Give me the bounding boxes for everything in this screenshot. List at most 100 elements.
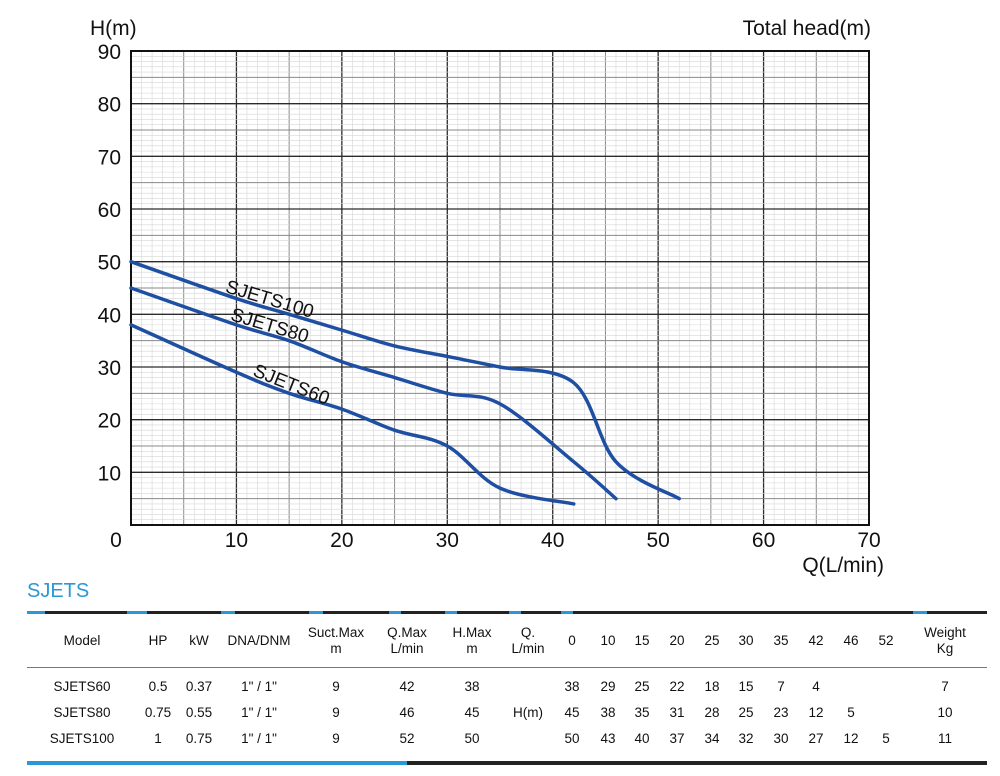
table-cell: 23 [773, 704, 789, 720]
table-cell: 12 [808, 704, 824, 720]
table-cell: 0.75 [144, 704, 172, 720]
table-cell: 38 [564, 678, 580, 694]
table-cell: 37 [669, 730, 685, 746]
y-tick-label: 50 [98, 252, 121, 275]
table-header-cell: Suct.Max m [307, 625, 365, 656]
table-header-cell: 10 [600, 633, 616, 648]
table-cell: 4 [812, 678, 820, 694]
table-cell: 32 [738, 730, 754, 746]
table-header-cell: kW [189, 633, 209, 648]
y-tick-label: 20 [98, 410, 121, 433]
table-cell: 1" / 1" [241, 678, 277, 694]
table-cell: 45 [564, 704, 580, 720]
x-tick-label: 20 [330, 529, 353, 552]
table-cell: 1" / 1" [241, 730, 277, 746]
x-tick-label: 30 [436, 529, 459, 552]
y-tick-label: 30 [98, 357, 121, 380]
table-cell: SJETS80 [53, 704, 111, 720]
table-header-cell: Q.Max L/min [387, 625, 427, 656]
table-header-cell: Weight Kg [924, 625, 966, 656]
table-header-cell: 0 [568, 633, 576, 648]
table-header-cell: 20 [669, 633, 685, 648]
x-tick-label: 40 [541, 529, 564, 552]
table-top-rule [27, 611, 987, 614]
table-cell: 9 [332, 678, 340, 694]
table-cell [503, 665, 553, 699]
table-cell: 50 [464, 730, 480, 746]
table-cell: 9 [332, 730, 340, 746]
table-cell: 25 [634, 678, 650, 694]
x-tick-label: 70 [857, 529, 880, 552]
table-bottom-rule [27, 761, 987, 765]
table-cell: 34 [704, 730, 720, 746]
chart-title: Total head(m) [743, 17, 871, 40]
series-label-sjets60: SJETS60 [250, 361, 332, 410]
table-cell: 46 [399, 704, 415, 720]
table-cell: 50 [564, 730, 580, 746]
table-cell [869, 699, 903, 725]
table-cell: 28 [704, 704, 720, 720]
y-tick-label: 70 [98, 146, 121, 169]
series-line-sjets100 [129, 259, 681, 501]
table-header-cell: DNA/DNM [227, 633, 291, 648]
table-cell: 27 [808, 730, 824, 746]
table-header-cell: 15 [634, 633, 650, 648]
series-line-sjets60 [129, 323, 576, 506]
table-header-cell: Q. L/min [511, 625, 545, 656]
y-tick-label: 90 [98, 41, 121, 64]
section-title: SJETS [27, 580, 90, 602]
table-header-cell: 30 [738, 633, 754, 648]
table-cell: 12 [843, 730, 859, 746]
table-cell: 18 [704, 678, 720, 694]
table-cell: 15 [738, 678, 754, 694]
performance-chart: 10 20 30 40 50 60 70 80 90 0 10 20 30 40 50 60 70 H(m) Tot… [90, 17, 884, 577]
spec-table: Model HP kW DNA/DNM Suct.Max m Q.Max L/min H.Max… [27, 617, 987, 751]
table-cell [869, 665, 903, 699]
table-cell: 1" / 1" [241, 704, 277, 720]
table-cell: SJETS60 [53, 678, 111, 694]
table-cell: 43 [600, 730, 616, 746]
table-cell: 9 [332, 704, 340, 720]
y-axis-title: H(m) [90, 17, 137, 40]
table-cell: 0.75 [185, 730, 213, 746]
table-cell: 0.55 [185, 704, 213, 720]
table-header-cell: 35 [773, 633, 789, 648]
table-cell: 5 [882, 730, 890, 746]
table-header-cell: H.Max m [452, 625, 492, 656]
table-header-row: Model HP kW DNA/DNM Suct.Max m Q.Max L/min H.Max… [27, 617, 987, 665]
table-cell: 52 [399, 730, 415, 746]
y-tick-label: 60 [98, 199, 121, 222]
y-tick-label: 80 [98, 94, 121, 117]
y-tick-label: 10 [98, 462, 121, 485]
x-tick-label: 10 [225, 529, 248, 552]
table-cell: 31 [669, 704, 685, 720]
table-body: SJETS60 0.5 0.37 1" / 1" 9 42 38 38 29 25 22 18 15 7 4… [27, 665, 987, 751]
table-header-cell: 46 [843, 633, 859, 648]
table-cell: 30 [773, 730, 789, 746]
table-cell: 11 [937, 730, 952, 746]
table-header-cell: 52 [878, 633, 894, 648]
table-cell: 40 [634, 730, 650, 746]
table-cell: 25 [738, 704, 754, 720]
table-cell [833, 665, 869, 699]
x-tick-label: 60 [752, 529, 775, 552]
table-cell: 38 [600, 704, 616, 720]
table-row: SJETS80 0.75 0.55 1" / 1" 9 46 45 H(m) 45 38 35 31 2… [27, 699, 987, 725]
table-header-rule [27, 667, 987, 668]
table-cell: 5 [847, 704, 855, 720]
table-cell: 22 [669, 678, 685, 694]
table-cell: 7 [777, 678, 785, 694]
table-cell: 1 [154, 730, 162, 746]
x-axis-title: Q(L/min) [802, 554, 884, 577]
x-tick-label: 50 [646, 529, 669, 552]
table-cell [503, 725, 553, 751]
table-cell: 10 [937, 704, 953, 720]
table-row: SJETS60 0.5 0.37 1" / 1" 9 42 38 38 29 25 22 18 15 7 4… [27, 665, 987, 699]
table-cell: 7 [941, 678, 949, 694]
table-cell: 0.5 [148, 678, 168, 694]
table-header-cell: 25 [704, 633, 720, 648]
table-cell: SJETS100 [49, 730, 115, 746]
table-header-cell: HP [148, 633, 168, 648]
table-cell: 45 [464, 704, 480, 720]
table-header-cell: Model [63, 633, 101, 648]
